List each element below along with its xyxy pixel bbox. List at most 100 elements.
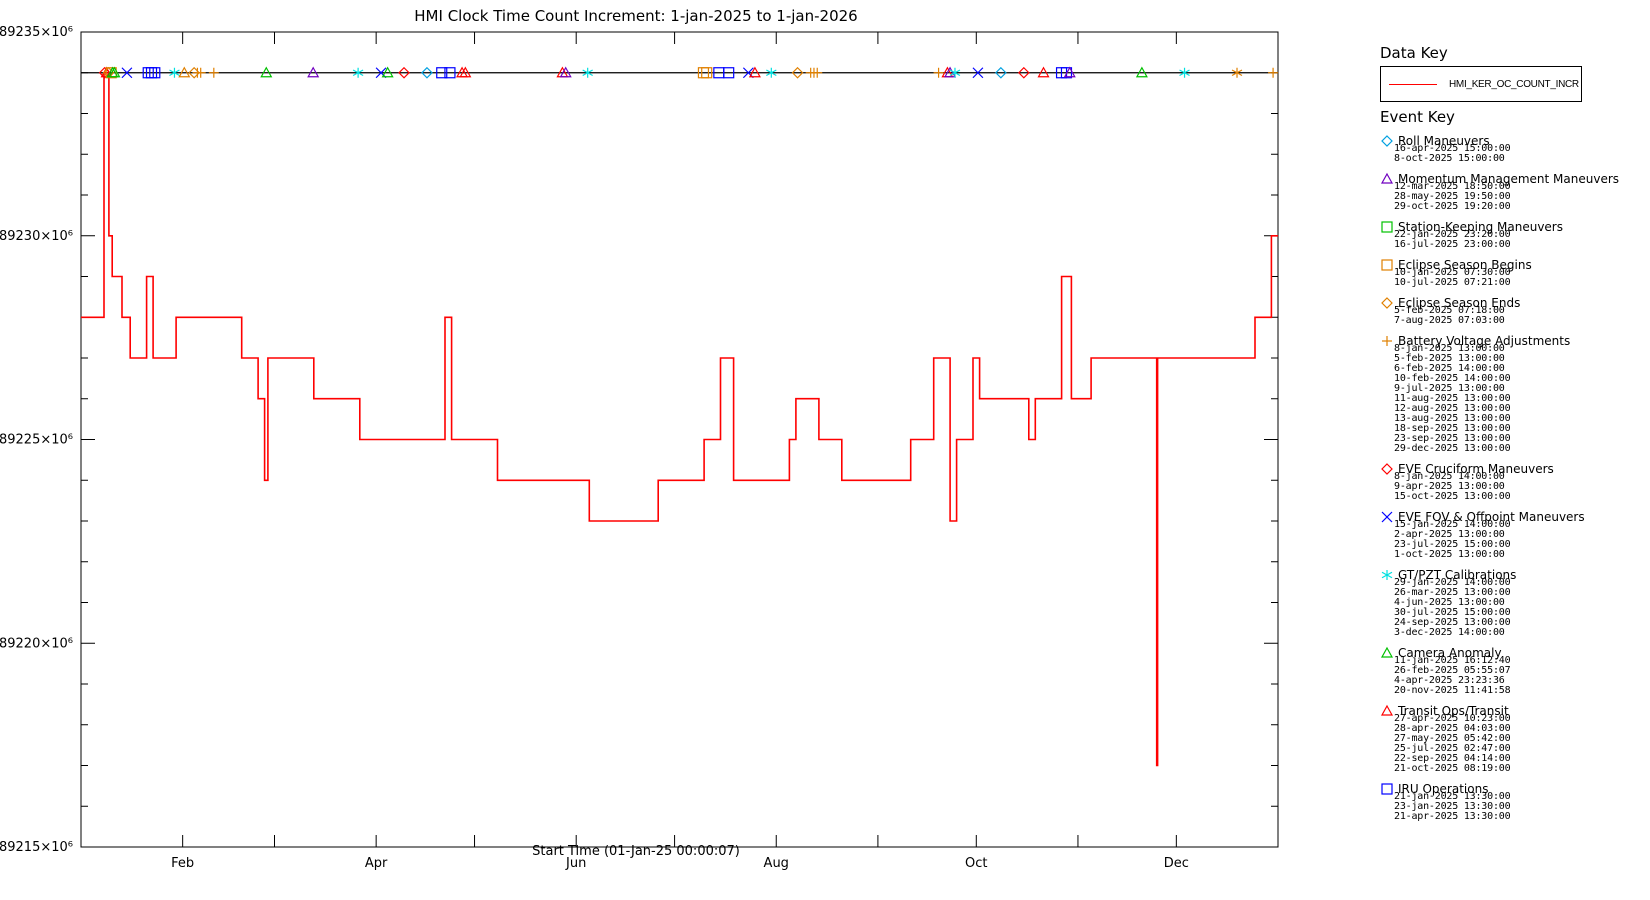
- event-key-name: GT/PZT Calibrations: [1398, 568, 1517, 582]
- event-date: 23-sep-2025 13:00:00: [1394, 433, 1511, 444]
- event-marker-asterisk: [949, 67, 961, 78]
- event-marker-square: [444, 67, 456, 79]
- event-marker-diamond: [995, 66, 1007, 79]
- event-marker-square: [1060, 67, 1073, 79]
- event-key-header: EVE FOV & Offpoint Maneuvers: [1380, 510, 1645, 526]
- event-key-item: GT/PZT Calibrations 29-jan-2025 14:00:00 2…: [1380, 568, 1645, 638]
- event-key-header: Eclipse Season Begins: [1380, 258, 1645, 274]
- event-key-dates: 8-jan-2025 14:00:00 9-apr-2025 13:00:00 15…: [1394, 472, 1645, 502]
- event-key-name: EVE Cruciform Maneuvers: [1398, 462, 1554, 476]
- y-tick-label: 589230×10⁶: [0, 229, 73, 244]
- event-date: 11-jan-2025 16:12:40: [1394, 655, 1511, 666]
- event-date: 21-jan-2025 13:30:00: [1394, 791, 1511, 802]
- legend-symbol-square: [1381, 783, 1393, 795]
- event-marker-triangle: [1135, 66, 1148, 78]
- plot-frame: [80, 31, 1279, 848]
- x-tick-label: Aug: [764, 856, 789, 871]
- event-date: 20-nov-2025 11:41:58: [1394, 685, 1511, 696]
- x-tick-label: Dec: [1164, 856, 1189, 871]
- event-marker-asterisk: [582, 67, 593, 78]
- square-icon: [1381, 259, 1393, 271]
- event-marker-diamond: [1017, 66, 1030, 79]
- event-date: 5-feb-2025 13:00:00: [1394, 353, 1505, 364]
- event-date: 16-apr-2025 15:00:00: [1394, 143, 1511, 154]
- event-date: 8-jan-2025 13:00:00: [1394, 343, 1505, 354]
- plot-border: [80, 31, 1279, 848]
- event-date: 8-oct-2025 15:00:00: [1394, 153, 1505, 164]
- y-tick-label: 589235×10⁶: [0, 25, 73, 40]
- event-date: 3-dec-2025 14:00:00: [1394, 627, 1505, 638]
- event-date: 23-jan-2025 13:30:00: [1394, 801, 1511, 812]
- legend-symbol-x: [1381, 511, 1393, 523]
- x-icon: [1381, 511, 1393, 523]
- diamond-icon: [1381, 297, 1393, 309]
- axis-ticks: [80, 31, 1279, 848]
- legend-symbol-triangle: [1380, 704, 1394, 716]
- event-key-item: Battery Voltage Adjustments 8-jan-2025 13…: [1380, 334, 1645, 454]
- event-date: 29-oct-2025 19:20:00: [1394, 201, 1511, 212]
- square-icon: [1381, 783, 1393, 795]
- event-marker-triangle: [459, 66, 472, 78]
- event-marker-asterisk: [1231, 67, 1243, 78]
- x-tick-label: Jun: [565, 856, 586, 871]
- event-key-item: Station-Keeping Maneuvers 22-jan-2025 23:…: [1380, 220, 1645, 250]
- event-marker-plus: [933, 67, 944, 78]
- event-date: 16-jul-2025 23:00:00: [1394, 239, 1511, 250]
- event-date: 13-aug-2025 13:00:00: [1394, 413, 1511, 424]
- event-marker-plus: [208, 67, 219, 78]
- x-tick-label: Apr: [365, 856, 388, 871]
- event-marker-square: [105, 67, 117, 79]
- event-key-dates: 29-jan-2025 14:00:00 26-mar-2025 13:00:00…: [1394, 578, 1645, 638]
- event-marker-triangle: [944, 66, 957, 78]
- event-key-header: Eclipse Season Ends: [1380, 296, 1645, 312]
- data-key-label: HMI_KER_OC_COUNT_INCR: [1449, 78, 1579, 90]
- event-date: 28-apr-2025 04:03:00: [1394, 723, 1511, 734]
- event-marker-triangle: [1063, 66, 1076, 78]
- event-key-header: Transit Ops/Transit: [1380, 704, 1645, 720]
- event-key-dates: 27-apr-2025 10:23:00 28-apr-2025 04:03:00…: [1394, 714, 1645, 774]
- event-date: 25-jul-2025 02:47:00: [1394, 743, 1511, 754]
- event-date: 12-aug-2025 13:00:00: [1394, 403, 1511, 414]
- event-key-item: Eclipse Season Ends 5-feb-2025 07:18:00 7-…: [1380, 296, 1645, 326]
- event-date: 8-jan-2025 14:00:00: [1394, 471, 1505, 482]
- event-date: 4-jun-2025 13:00:00: [1394, 597, 1505, 608]
- legend-symbol-plus: [1382, 336, 1392, 346]
- event-marker-diamond: [421, 66, 433, 79]
- event-key-name: Roll Maneuvers: [1398, 134, 1490, 148]
- event-marker-triangle: [260, 66, 273, 78]
- event-key-name: Battery Voltage Adjustments: [1398, 334, 1571, 348]
- event-key-name: Station-Keeping Maneuvers: [1398, 220, 1563, 234]
- x-axis-title: Start Time (01-Jan-25 00:00:07): [532, 844, 740, 859]
- event-key-name: Camera Anomaly: [1398, 646, 1502, 660]
- event-key-dates: 5-feb-2025 07:18:00 7-aug-2025 07:03:00: [1394, 306, 1645, 326]
- event-marker-plus: [195, 67, 206, 78]
- event-marker-square: [723, 67, 735, 79]
- legend-symbol-diamond: [1381, 297, 1393, 309]
- event-date: 9-apr-2025 13:00:00: [1394, 481, 1505, 492]
- legend-symbol-asterisk: [1381, 570, 1393, 580]
- event-key-dates: 21-jan-2025 13:30:00 23-jan-2025 13:30:00…: [1394, 792, 1645, 822]
- event-key-header: Roll Maneuvers: [1380, 134, 1645, 150]
- event-marker-triangle: [108, 66, 121, 78]
- event-key-list: Roll Maneuvers 16-apr-2025 15:00:00 8-oct-…: [1380, 134, 1645, 822]
- event-key-dates: 12-mar-2025 18:50:00 28-may-2025 19:50:00…: [1394, 182, 1645, 212]
- event-key-name: EVE FOV & Offpoint Maneuvers: [1398, 510, 1585, 524]
- event-key-dates: 8-jan-2025 13:00:00 5-feb-2025 13:00:00 6-…: [1394, 344, 1645, 454]
- event-key-header: EVE Cruciform Maneuvers: [1380, 462, 1645, 478]
- legend-panel: Data Key HMI_KER_OC_COUNT_INCR Event Key…: [1380, 44, 1645, 900]
- event-marker-plus: [1268, 67, 1279, 78]
- event-key-dates: 10-jan-2025 07:30:00 10-jul-2025 07:21:00: [1394, 268, 1645, 288]
- event-marker-triangle: [1037, 66, 1050, 78]
- event-date: 26-feb-2025 05:55:07: [1394, 665, 1511, 676]
- event-date: 10-feb-2025 14:00:00: [1394, 373, 1511, 384]
- event-key-dates: 16-apr-2025 15:00:00 8-oct-2025 15:00:00: [1394, 144, 1645, 164]
- event-date: 23-jul-2025 15:00:00: [1394, 539, 1511, 550]
- event-date: 6-feb-2025 14:00:00: [1394, 363, 1505, 374]
- event-date: 28-may-2025 19:50:00: [1394, 191, 1511, 202]
- diamond-icon: [1381, 135, 1393, 147]
- event-key-item: Camera Anomaly 11-jan-2025 16:12:40 26-feb…: [1380, 646, 1645, 696]
- legend-symbol-diamond: [1381, 463, 1393, 475]
- diamond-icon: [1381, 463, 1393, 475]
- event-key-header: Station-Keeping Maneuvers: [1380, 220, 1645, 236]
- event-date: 11-aug-2025 13:00:00: [1394, 393, 1511, 404]
